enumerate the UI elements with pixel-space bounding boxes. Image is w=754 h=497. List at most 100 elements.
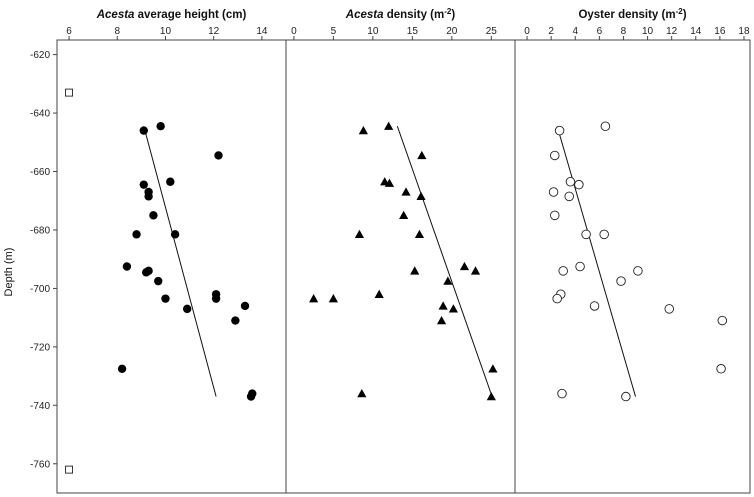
panel-1-point-11 <box>122 262 132 271</box>
panel-2-point-17 <box>328 294 338 303</box>
panel-3-frame <box>514 39 751 494</box>
panel-3-point-10 <box>599 229 609 240</box>
panel-3-point-19 <box>717 315 728 326</box>
panel-1-point-9 <box>132 230 141 239</box>
panel-2-point-13 <box>470 266 481 275</box>
panel-2-point-19 <box>448 304 459 313</box>
panel-3-point-11 <box>575 261 585 272</box>
panel-3-title: Oyster density (m-2) <box>578 7 686 22</box>
panel-3-x-tick-label-1: 0 <box>524 26 530 37</box>
panel-2-point-23 <box>486 391 496 401</box>
panel-1-legend-marker-1 <box>65 88 74 97</box>
panel-1-point-19 <box>240 301 250 311</box>
panel-3-point-5 <box>565 176 576 187</box>
y-tick-label-2: -640 <box>30 109 50 120</box>
panel-1-point-23 <box>246 392 256 401</box>
panel-1-title-italic: Acesta <box>96 9 135 21</box>
panel-3-point-13 <box>633 266 643 276</box>
panel-2-trend-line <box>396 126 493 397</box>
panel-1-point-20 <box>231 316 240 325</box>
panel-2-x-tick-label-5: 20 <box>446 26 458 37</box>
panel-1-legend-marker-2 <box>65 465 74 474</box>
panel-3-x-tick-label-7: 12 <box>666 26 678 37</box>
panel-3-point-18 <box>664 304 675 314</box>
panel-3-title-end: ) <box>683 9 687 21</box>
panel-2-x-tick-label-6: 25 <box>486 26 498 37</box>
panel-2-point-8 <box>399 210 409 220</box>
panel-1-point-3 <box>214 151 223 160</box>
panel-2-title-end: ) <box>451 9 455 21</box>
panel-3-point-20 <box>716 364 726 374</box>
panel-1-point-5 <box>139 180 148 189</box>
panel-3-x-tick-label-3: 4 <box>572 26 578 37</box>
panel-2-frame <box>285 39 516 494</box>
panel-2-x-tick-label-4: 15 <box>407 26 419 37</box>
panel-1-point-16 <box>211 294 221 303</box>
panel-3-x-tick-label-5: 8 <box>621 26 627 37</box>
panel-2-point-14 <box>443 276 453 285</box>
panel-3-point-17 <box>589 301 600 311</box>
panel-3-point-8 <box>550 210 560 221</box>
panel-2-point-6 <box>401 187 411 196</box>
panel-1-point-2 <box>156 122 165 131</box>
panel-2-x-tick-label-1: 0 <box>291 26 297 37</box>
panel-2-title-superscript: -2 <box>444 7 452 16</box>
panel-1-frame <box>56 39 287 494</box>
panel-2-point-21 <box>488 364 498 373</box>
panel-3-point-4 <box>574 179 584 190</box>
panel-2-point-2 <box>384 121 394 130</box>
panel-2-point-5 <box>384 178 395 187</box>
panel-1-point-18 <box>182 304 192 314</box>
panel-3-point-1 <box>554 125 565 136</box>
panel-2-point-10 <box>354 229 365 239</box>
panel-1-point-4 <box>166 177 175 186</box>
panel-1-x-tick-label-5: 14 <box>256 26 268 37</box>
panel-1-point-1 <box>139 126 148 135</box>
panel-3-point-6 <box>548 187 559 197</box>
panel-3-point-14 <box>616 276 626 286</box>
panel-1-x-tick-label-4: 12 <box>208 26 220 37</box>
panel-2-point-22 <box>357 389 367 398</box>
panel-1-title: Acesta average height (cm) <box>96 9 247 21</box>
y-tick-label-5: -700 <box>30 284 50 295</box>
panel-1-x-tick-label-2: 8 <box>114 26 120 37</box>
panel-3-title-text: Oyster density (m <box>578 9 675 21</box>
panel-3-point-21 <box>557 388 567 399</box>
panel-2-title-italic: Acesta <box>345 9 384 21</box>
panel-3-point-12 <box>558 266 568 276</box>
panel-1-point-21 <box>117 364 127 373</box>
panel-1-point-13 <box>141 268 151 277</box>
panel-1-x-tick-label-3: 10 <box>160 26 172 37</box>
panel-3-x-tick-label-10: 18 <box>738 26 750 37</box>
panel-2-point-16 <box>309 294 319 303</box>
panel-1-trend-line <box>143 126 217 397</box>
panel-2-point-20 <box>436 315 447 325</box>
panel-2-point-18 <box>438 301 448 310</box>
panel-2-point-9 <box>414 229 425 239</box>
panel-2-point-7 <box>416 191 426 201</box>
panel-2-point-11 <box>459 261 470 271</box>
panel-1-x-tick-label-1: 6 <box>66 26 72 37</box>
y-tick-label-1: -620 <box>30 50 50 61</box>
panel-3-x-tick-label-4: 6 <box>597 26 603 37</box>
y-tick-label-8: -760 <box>30 459 50 470</box>
panel-3-x-tick-label-2: 2 <box>548 26 554 37</box>
panel-3-point-22 <box>621 391 631 402</box>
panel-3-point-16 <box>552 293 562 304</box>
panel-3-x-tick-label-6: 10 <box>642 26 654 37</box>
panel-2-point-15 <box>374 289 384 298</box>
y-tick-label-7: -740 <box>30 401 50 412</box>
panel-1-point-8 <box>149 211 158 220</box>
y-axis-label: Depth (m) <box>3 248 15 297</box>
panel-3-point-7 <box>564 191 574 202</box>
panel-2-x-tick-label-3: 10 <box>367 26 379 37</box>
panel-1-title-text: average height (cm) <box>134 9 246 21</box>
panel-2-point-3 <box>417 150 427 160</box>
panel-3-point-9 <box>581 229 591 240</box>
panel-1-point-10 <box>170 230 180 239</box>
panel-3-title-superscript: -2 <box>676 7 684 16</box>
panel-3-trend-line <box>556 126 636 397</box>
y-tick-label-4: -680 <box>30 225 50 236</box>
panel-2-title-text: density (m <box>384 9 445 21</box>
